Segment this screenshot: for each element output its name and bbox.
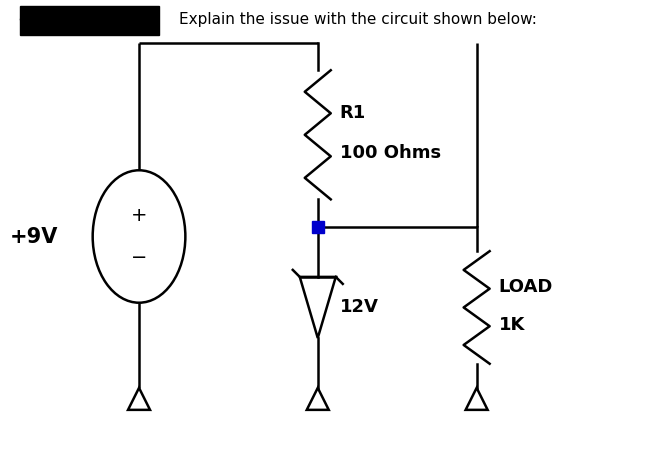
Text: 12V: 12V — [340, 298, 379, 316]
FancyBboxPatch shape — [20, 6, 159, 35]
Text: 100 Ohms: 100 Ohms — [340, 144, 441, 162]
Text: +9V: +9V — [9, 227, 58, 246]
Text: R1: R1 — [340, 104, 366, 122]
Text: 1K: 1K — [498, 316, 525, 334]
Text: LOAD: LOAD — [498, 279, 553, 297]
Text: Explain the issue with the circuit shown below:: Explain the issue with the circuit shown… — [179, 12, 537, 27]
Text: −: − — [131, 248, 147, 267]
Text: •: • — [17, 12, 27, 30]
Text: +: + — [131, 206, 147, 225]
